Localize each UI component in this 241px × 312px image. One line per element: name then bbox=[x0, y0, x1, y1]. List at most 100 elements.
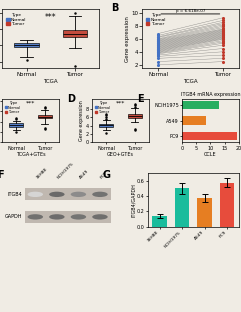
Point bbox=[221, 49, 224, 54]
Point bbox=[221, 21, 224, 26]
PathPatch shape bbox=[99, 124, 114, 127]
Point bbox=[156, 43, 160, 48]
Point bbox=[156, 56, 160, 61]
Ellipse shape bbox=[49, 214, 65, 220]
Point bbox=[221, 38, 224, 43]
Bar bbox=[197, 198, 212, 227]
Point bbox=[221, 27, 224, 32]
Point bbox=[156, 35, 160, 40]
Bar bbox=[220, 183, 234, 227]
Ellipse shape bbox=[71, 192, 86, 197]
Point bbox=[221, 20, 224, 25]
Point bbox=[221, 53, 224, 58]
Point bbox=[156, 45, 160, 50]
Legend: Normal, Tumor: Normal, Tumor bbox=[4, 100, 22, 115]
Point bbox=[156, 41, 160, 46]
Bar bbox=[182, 132, 237, 140]
Point bbox=[156, 47, 160, 52]
Legend: Normal, Tumor: Normal, Tumor bbox=[94, 100, 112, 115]
Point bbox=[156, 34, 160, 39]
Bar bbox=[175, 188, 189, 227]
Point bbox=[221, 28, 224, 33]
Bar bbox=[25, 188, 111, 200]
Point bbox=[156, 62, 160, 67]
Point bbox=[156, 46, 160, 51]
Point bbox=[221, 36, 224, 41]
Point bbox=[156, 48, 160, 53]
Point bbox=[156, 44, 160, 49]
Point bbox=[221, 32, 224, 37]
PathPatch shape bbox=[9, 123, 24, 126]
Point bbox=[221, 30, 224, 35]
Point bbox=[156, 49, 160, 54]
Y-axis label: Gene expression: Gene expression bbox=[79, 100, 84, 141]
Bar bbox=[25, 211, 111, 223]
Point bbox=[221, 36, 224, 41]
Point bbox=[221, 34, 224, 39]
Point bbox=[156, 40, 160, 45]
Ellipse shape bbox=[92, 192, 108, 197]
Point bbox=[221, 27, 224, 32]
Point bbox=[221, 40, 224, 45]
Point bbox=[221, 22, 224, 27]
PathPatch shape bbox=[63, 30, 87, 37]
X-axis label: TCGA+GTEs: TCGA+GTEs bbox=[16, 152, 45, 157]
Point bbox=[221, 35, 224, 40]
Point bbox=[156, 33, 160, 38]
Text: F: F bbox=[0, 170, 4, 180]
Point bbox=[156, 47, 160, 52]
Text: E: E bbox=[137, 95, 144, 105]
Ellipse shape bbox=[71, 214, 86, 220]
X-axis label: CCLE: CCLE bbox=[204, 152, 217, 157]
Point bbox=[156, 40, 160, 45]
Point bbox=[221, 56, 224, 61]
Point bbox=[156, 42, 160, 47]
Point bbox=[156, 36, 160, 41]
Point bbox=[156, 39, 160, 44]
Point bbox=[156, 50, 160, 55]
Ellipse shape bbox=[92, 214, 108, 220]
PathPatch shape bbox=[14, 43, 39, 46]
Point bbox=[156, 41, 160, 46]
Y-axis label: ITGB4/GAPDH: ITGB4/GAPDH bbox=[131, 183, 135, 217]
X-axis label: GEO+GTEs: GEO+GTEs bbox=[107, 152, 134, 157]
Point bbox=[156, 59, 160, 64]
PathPatch shape bbox=[127, 114, 141, 118]
Point bbox=[221, 33, 224, 38]
Text: G: G bbox=[103, 170, 111, 180]
Legend: Normal, Tumor: Normal, Tumor bbox=[5, 12, 28, 28]
Point bbox=[221, 41, 224, 46]
Text: 16HBE: 16HBE bbox=[35, 166, 48, 179]
Bar bbox=[182, 116, 206, 125]
Point bbox=[221, 31, 224, 36]
Point bbox=[221, 34, 224, 39]
Point bbox=[221, 32, 224, 37]
Point bbox=[156, 51, 160, 56]
Bar bbox=[152, 216, 167, 227]
Point bbox=[221, 25, 224, 30]
X-axis label: TCGA: TCGA bbox=[183, 79, 198, 84]
Text: D: D bbox=[67, 95, 75, 105]
X-axis label: TCGA: TCGA bbox=[43, 79, 58, 84]
Point bbox=[156, 54, 160, 59]
Point bbox=[221, 15, 224, 20]
Point bbox=[156, 31, 160, 36]
Text: NCIH1975: NCIH1975 bbox=[57, 161, 75, 179]
Bar bbox=[182, 101, 219, 109]
Ellipse shape bbox=[27, 192, 43, 197]
Point bbox=[156, 38, 160, 43]
Ellipse shape bbox=[49, 192, 65, 197]
Text: PC9: PC9 bbox=[100, 171, 109, 179]
Point bbox=[221, 37, 224, 42]
Title: ITGB4 mRNA expression: ITGB4 mRNA expression bbox=[181, 92, 240, 97]
Point bbox=[156, 43, 160, 48]
Point bbox=[221, 29, 224, 34]
Text: ***: *** bbox=[116, 100, 125, 105]
Point bbox=[156, 37, 160, 42]
Text: GAPDH: GAPDH bbox=[5, 214, 22, 219]
Text: ITGB4: ITGB4 bbox=[7, 192, 22, 197]
Text: ***: *** bbox=[26, 100, 35, 105]
Point bbox=[221, 43, 224, 48]
Point bbox=[221, 59, 224, 64]
Point bbox=[221, 18, 224, 23]
